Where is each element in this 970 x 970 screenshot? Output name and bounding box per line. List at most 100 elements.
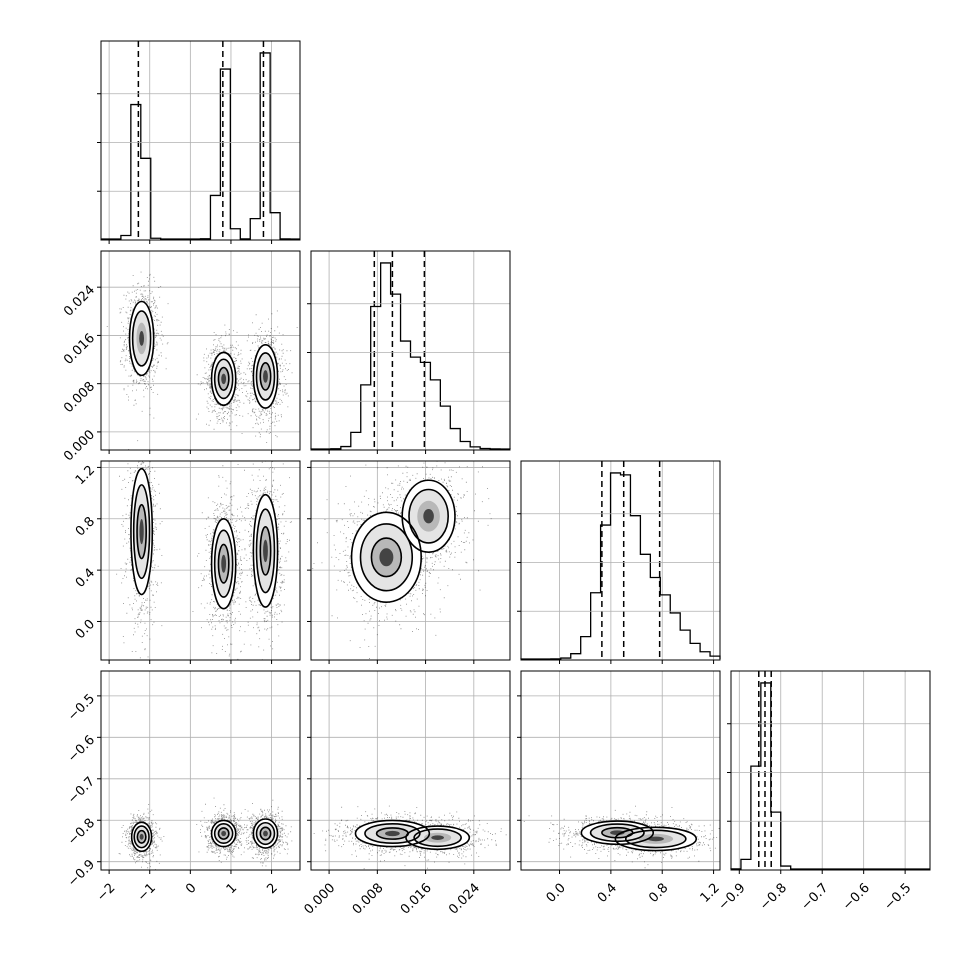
contour-line [624, 829, 687, 849]
contour-line [255, 821, 276, 846]
contour-line [210, 517, 237, 610]
contour-line [580, 820, 655, 846]
panel-frame [310, 460, 511, 661]
contour-line [132, 484, 151, 580]
density-peak [423, 509, 434, 524]
panel-frame [730, 670, 931, 871]
panel-2-2 [517, 461, 721, 664]
histogram-1 [311, 262, 511, 450]
density-1-0 [106, 271, 298, 450]
x-tick-label: −0.5 [881, 881, 914, 914]
panel-2-1 [307, 461, 510, 664]
x-tick-label: −2 [94, 881, 118, 905]
contour-line [130, 467, 154, 596]
x-tick-label: 1 [224, 881, 240, 897]
contour-line [252, 493, 279, 608]
y-tick-label: 0.024 [61, 283, 98, 320]
y-tick-label: 0.016 [61, 331, 98, 368]
contour-line [217, 543, 230, 584]
contour-line [589, 823, 645, 843]
y-tick-label: −0.9 [65, 857, 98, 890]
panel-3-3 [727, 671, 930, 874]
contour-line [133, 825, 150, 849]
panel-0-0 [97, 41, 300, 244]
contour-line [217, 366, 230, 391]
y-tick-label: −0.5 [65, 691, 98, 724]
contour-line [213, 823, 234, 845]
scatter-points [312, 461, 492, 659]
density-peak [263, 539, 268, 563]
contour-line [130, 821, 153, 853]
y-tick-label: 0.8 [73, 514, 98, 539]
panel-frame [310, 250, 511, 451]
density-3-0 [118, 797, 293, 870]
contour-line [213, 529, 234, 598]
histogram-2 [520, 472, 721, 660]
contour-line [210, 351, 237, 407]
contour-line [413, 828, 462, 848]
contour-line [136, 503, 147, 560]
panel-frame [100, 40, 301, 241]
contour-line [136, 829, 147, 844]
x-tick-label: 0 [183, 881, 199, 897]
x-tick-label: 0.8 [646, 881, 671, 906]
contour-line [370, 537, 403, 578]
contour-line [213, 358, 234, 400]
density-peak [431, 835, 444, 840]
panel-frame [100, 250, 301, 451]
histogram-0 [101, 52, 300, 240]
histogram-3 [730, 682, 930, 870]
panel-frame [100, 460, 301, 661]
x-tick-label: 0.0 [544, 881, 569, 906]
contour-line [359, 523, 414, 592]
x-tick-label: 0.000 [301, 881, 338, 918]
x-tick-label: 0.008 [350, 881, 387, 918]
x-tick-label: −0.7 [799, 881, 832, 914]
x-tick-label: −0.9 [716, 881, 749, 914]
y-tick-label: −0.8 [65, 816, 98, 849]
density-3-2 [523, 805, 720, 869]
x-tick-label: 0.4 [595, 881, 620, 906]
density-peak [221, 373, 227, 385]
y-tick-label: −0.7 [65, 774, 98, 807]
panel-1-0 [97, 251, 300, 454]
contour-line [364, 823, 421, 845]
scatter-points [313, 805, 507, 870]
contour-line [401, 479, 456, 553]
contour-line [255, 508, 276, 594]
y-tick-label: 0.000 [61, 427, 98, 464]
density-peak [379, 548, 394, 567]
x-tick-label: 0.024 [446, 881, 483, 918]
density-peak [139, 833, 144, 840]
x-tick-label: −0.8 [757, 881, 790, 914]
x-tick-label: −1 [135, 881, 159, 905]
panel-frame [520, 460, 721, 661]
contour-line [252, 818, 279, 849]
density-3-1 [313, 805, 507, 870]
x-tick-label: 2 [264, 881, 280, 897]
x-tick-label: −0.6 [840, 881, 873, 914]
contour-line [259, 362, 272, 391]
density-peak [221, 554, 227, 573]
density-peak [221, 830, 227, 837]
panel-frame [100, 670, 301, 871]
density-2-0 [116, 461, 292, 660]
contour-line [614, 826, 698, 852]
density-peak [139, 519, 144, 545]
contour-line [259, 525, 272, 576]
contour-line [255, 352, 276, 401]
panel-3-1 [307, 671, 510, 874]
contour-line [210, 819, 237, 848]
density-peak [385, 830, 400, 837]
panel-3-0 [97, 671, 300, 874]
y-tick-label: 0.4 [73, 566, 98, 591]
y-tick-label: −0.6 [65, 733, 98, 766]
contour-line [252, 343, 279, 409]
panel-3-2 [517, 671, 720, 874]
contour-line [128, 300, 155, 377]
density-2-1 [312, 461, 492, 659]
contour-line [217, 827, 230, 840]
density-peak [647, 836, 664, 842]
panel-frame [310, 670, 511, 871]
